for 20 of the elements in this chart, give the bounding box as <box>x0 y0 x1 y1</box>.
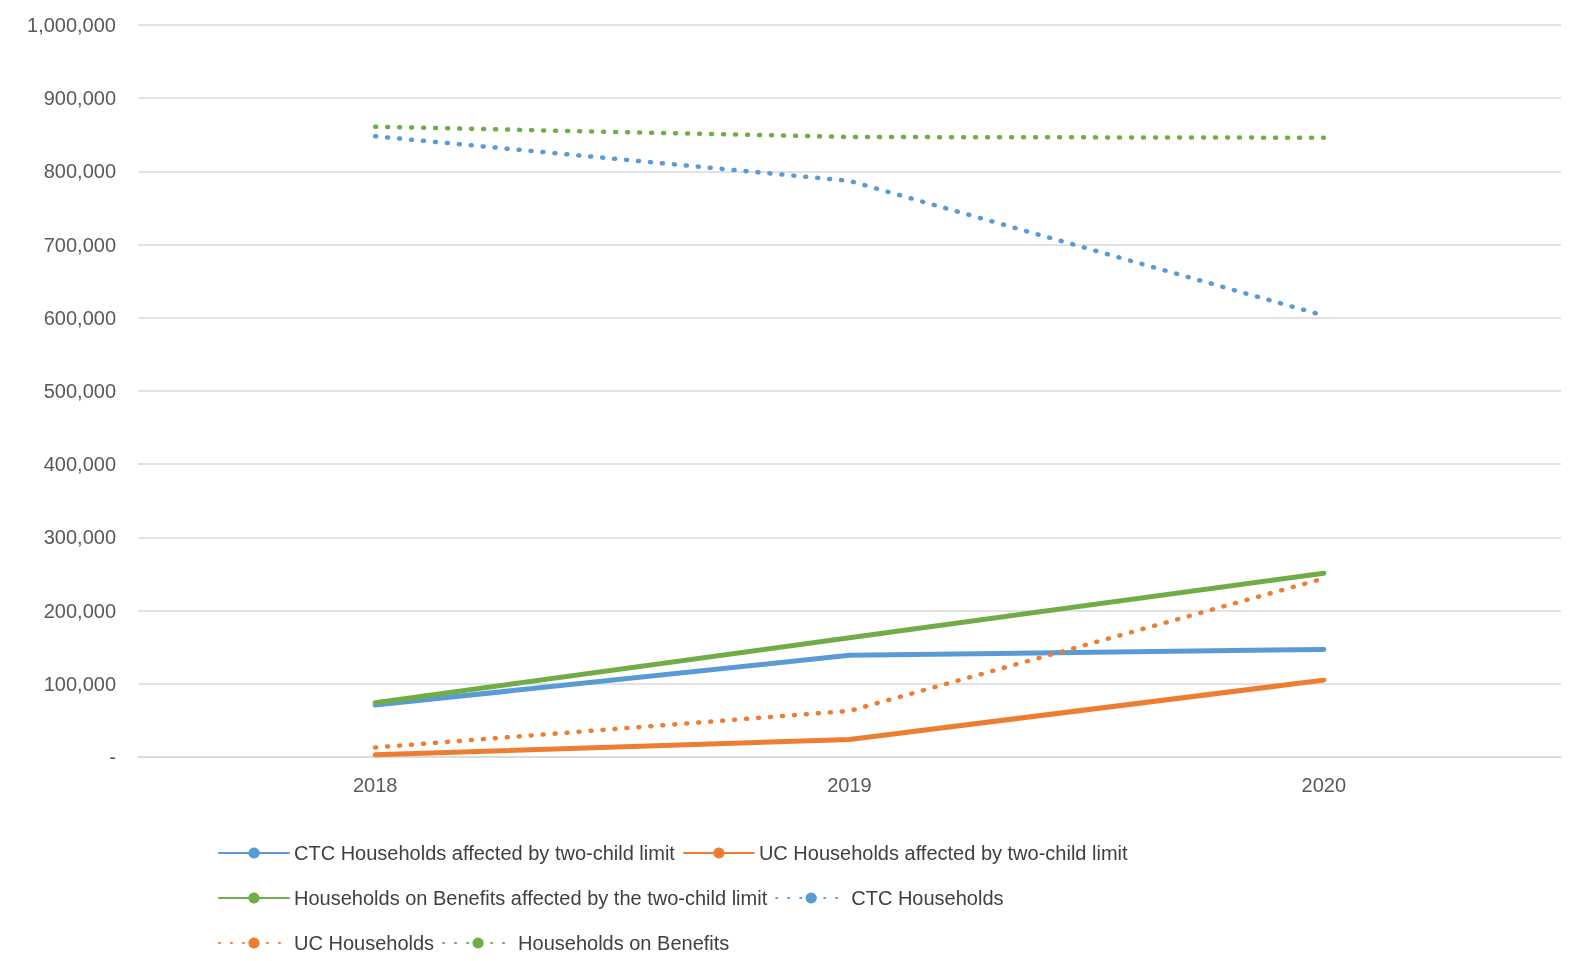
y-tick-label: 100,000 <box>43 672 116 695</box>
y-tick-label: 200,000 <box>43 599 116 622</box>
y-tick-label: - <box>109 746 116 768</box>
y-tick-label: 1,000,000 <box>27 14 116 36</box>
y-tick-label: 400,000 <box>43 453 116 476</box>
y-tick-label: 800,000 <box>43 160 116 183</box>
y-tick-label: 600,000 <box>43 306 116 329</box>
y-tick-label: 300,000 <box>43 526 116 549</box>
y-tick-label: 900,000 <box>43 87 116 110</box>
legend-label: UC Households <box>294 932 435 954</box>
legend-label: CTC Households affected by two-child limit <box>294 842 676 864</box>
x-tick-label: 2019 <box>827 774 872 796</box>
legend-label: Households on Benefits affected by the two-child limit <box>294 887 768 909</box>
x-tick-label: 2018 <box>352 774 398 796</box>
legend-label: CTC Households <box>851 887 1004 909</box>
y-tick-label: 500,000 <box>43 380 116 402</box>
legend-label: Households on Benefits <box>518 932 730 954</box>
legend-label: UC Households affected by two-child limit <box>758 842 1129 864</box>
y-tick-label: 700,000 <box>43 233 116 256</box>
x-tick-label: 2020 <box>1301 774 1347 796</box>
